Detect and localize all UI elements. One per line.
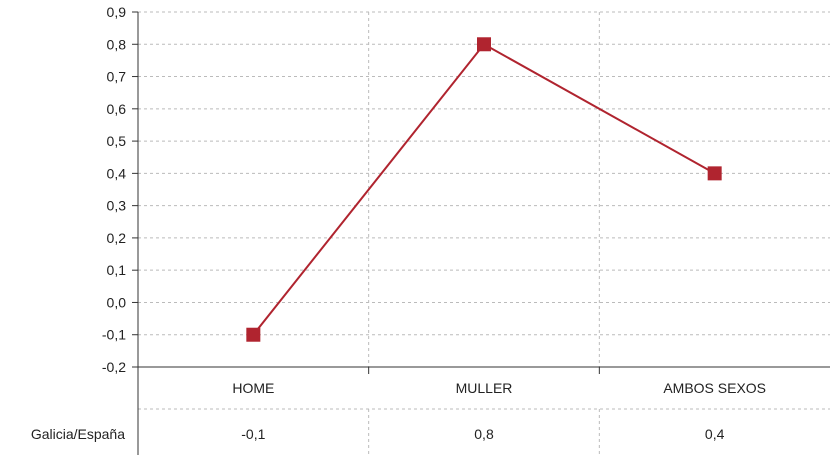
data-table-value: -0,1 xyxy=(241,426,265,442)
y-tick-label: 0,1 xyxy=(107,262,127,278)
x-category-label: AMBOS SEXOS xyxy=(663,380,766,396)
y-tick-label: 0,2 xyxy=(107,230,127,246)
y-tick-label: 0,9 xyxy=(107,4,127,20)
data-point-marker xyxy=(707,166,722,181)
x-category-label: MULLER xyxy=(456,380,513,396)
data-point-marker xyxy=(477,37,491,52)
x-category-label: HOME xyxy=(232,380,274,396)
y-tick-label: 0,5 xyxy=(107,133,127,149)
y-tick-label: -0,1 xyxy=(102,327,126,343)
grid-lines xyxy=(138,11,830,455)
y-tick-label: -0,2 xyxy=(102,359,126,375)
data-table: Galicia/España HOME MULLER AMBOS SEXOS -0,1… xyxy=(31,380,766,442)
series-line-layer xyxy=(252,42,716,336)
y-tick-label: 0,0 xyxy=(107,294,127,310)
data-points-layer xyxy=(246,37,722,342)
data-table-value: 0,4 xyxy=(705,426,725,442)
y-tick-label: 0,4 xyxy=(107,165,127,181)
series-name-label: Galicia/España xyxy=(31,426,125,442)
y-tick-label: 0,6 xyxy=(107,101,127,117)
y-tick-label: 0,3 xyxy=(107,198,127,214)
y-tick-label: 0,8 xyxy=(107,36,127,52)
data-point-marker xyxy=(246,327,261,342)
axes: 0,9 0,8 0,7 0,6 0,5 0,4 0,3 0,2 0,1 0,0 -0,1 -0,2 xyxy=(102,4,830,455)
y-tick-label: 0,7 xyxy=(107,69,127,85)
series-line xyxy=(252,42,716,336)
data-table-value: 0,8 xyxy=(474,426,494,442)
